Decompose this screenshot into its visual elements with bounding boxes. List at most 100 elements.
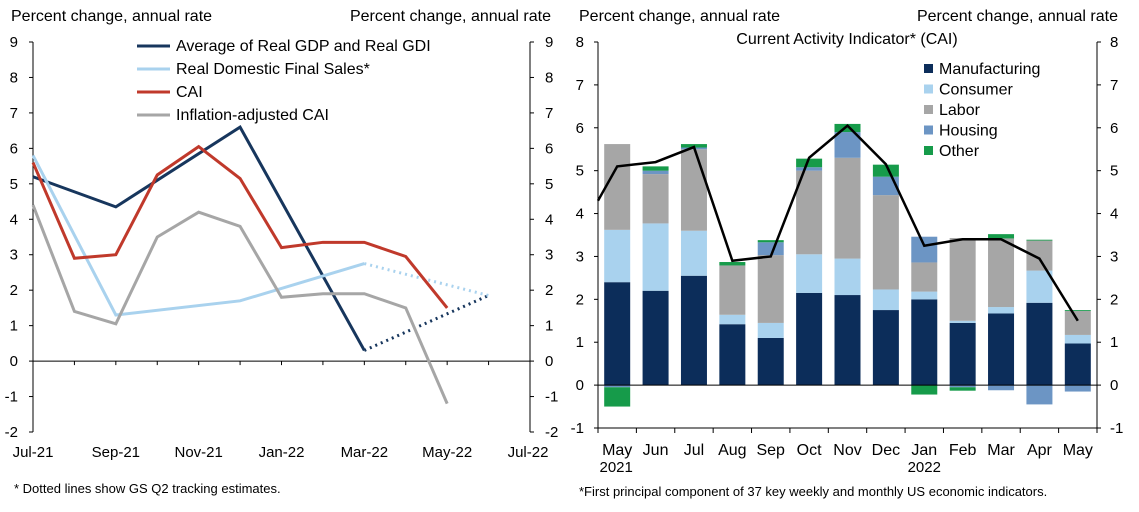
bar-segment [680,230,707,276]
left-y-tick-label: -2 [5,424,18,441]
bar-segment [642,290,669,386]
left-y-tick-label: 7 [576,77,584,94]
left-y-tick-label: 8 [576,34,584,51]
right-chart-title: Current Activity Indicator* (CAI) [736,31,957,48]
x-tick-label: Oct [797,442,822,459]
right-y-tick-label: 6 [1110,120,1118,137]
right-chart-bars [598,123,1097,407]
left-y-tick-label: 3 [10,247,18,264]
bar-segment [1064,310,1091,311]
bar-segment [796,254,823,293]
x-tick-label: Mar-22 [341,444,389,461]
right-y-tick-label: 0 [1110,377,1118,394]
x-tick-label: Jan-22 [259,444,305,461]
bar-segment [872,195,899,290]
x-tick-label: Aug [718,442,746,459]
left-y-tick-label: 0 [10,353,18,370]
bar-segment [642,223,669,291]
bar-segment [911,291,938,300]
right-y-tick-label: 7 [545,105,553,122]
bar-segment [834,132,861,158]
bar-segment [988,234,1015,239]
right-y-tick-label: 2 [545,282,553,299]
left-y-tick-label: 0 [576,377,584,394]
x-tick-label: May [1063,442,1093,459]
bar-segment [719,262,746,266]
legend-swatch [924,84,933,94]
series-line [31,144,449,309]
right-chart-left-axis-label: Percent change, annual rate [579,8,780,25]
right-chart: Percent change, annual rate Percent chan… [571,8,1124,499]
right-chart-right-axis-label: Percent change, annual rate [917,8,1118,25]
legend-label: Real Domestic Final Sales* [176,61,370,78]
legend-label: Labor [939,102,981,119]
x-tick-label: Dec [872,442,900,459]
bar-segment [680,149,707,231]
right-y-tick-label: -1 [1110,420,1123,437]
bar-segment [796,292,823,386]
bar-segment [1026,270,1053,303]
bar-segment [680,275,707,386]
right-y-tick-label: 8 [1110,34,1118,51]
bar-segment [1026,302,1053,386]
left-chart-legend: Average of Real GDP and Real GDI Real Dom… [137,38,431,124]
right-y-tick-label: 1 [1110,334,1118,351]
right-y-tick-label: -1 [545,389,558,406]
legend-swatch [924,146,933,155]
legend-swatch [924,105,933,114]
bar-segment [911,385,938,395]
x-tick-label: Jun [643,442,669,459]
left-y-tick-label: 4 [576,206,584,223]
bar-segment [604,144,631,230]
bar-segment [834,157,861,259]
left-y-tick-label: 1 [576,334,584,351]
bar-segment [872,310,899,386]
bar-segment [834,295,861,386]
legend-label: Inflation-adjusted CAI [176,107,329,124]
x-tick-label: Jul-22 [508,444,549,461]
legend-label: CAI [176,84,203,101]
bar-segment [796,158,823,168]
right-y-tick-label: 6 [545,140,553,157]
bar-segment [796,170,823,255]
left-chart-left-axis-label: Percent change, annual rate [11,8,212,25]
cai-line [596,123,1079,322]
right-y-tick-label: 2 [1110,291,1118,308]
bar-segment [1064,334,1091,344]
right-y-tick-label: 9 [545,34,553,51]
left-chart-right-axis-label: Percent change, annual rate [350,8,551,25]
x-tick-label: Jul [684,442,704,459]
bar-segment [604,229,631,283]
bar-segment [757,322,784,338]
right-y-tick-label: 4 [1110,206,1118,223]
right-y-tick-label: 3 [1110,248,1118,265]
bar-segment [949,322,976,386]
bar-segment [988,307,1015,314]
bar-segment [757,240,784,243]
right-chart-legend: Manufacturing Consumer Labor Housing Other [924,61,1040,160]
legend-label: Consumer [939,82,1013,99]
x-tick-label: May-22 [422,444,472,461]
right-y-tick-label: 8 [545,69,553,86]
bar-segment [949,238,976,321]
bar-segment [1064,385,1091,392]
left-chart: Percent change, annual rate Percent chan… [5,8,559,496]
bar-segment [757,242,784,256]
bar-segment [911,262,938,292]
right-y-tick-label: 7 [1110,77,1118,94]
bar-segment [604,387,631,407]
left-y-tick-label: 6 [576,120,584,137]
bar-segment [642,166,669,171]
right-y-tick-label: 5 [1110,163,1118,180]
bar-segment [1064,310,1091,335]
bar-segment [642,174,669,224]
bar-segment [834,258,861,296]
x-tick-label: Nov-21 [174,444,222,461]
legend-swatch [924,64,933,73]
right-y-tick-label: -2 [545,424,558,441]
right-chart-line [596,123,1079,322]
bar-segment [949,385,976,388]
bar-segment [719,324,746,386]
x-tick-label: May [602,442,632,459]
